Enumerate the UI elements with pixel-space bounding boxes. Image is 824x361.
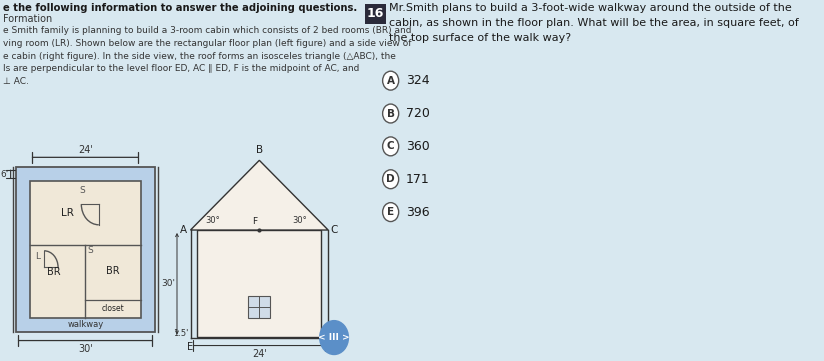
Text: 1.5': 1.5' [330,329,346,338]
Text: walkway: walkway [68,320,104,329]
Bar [30,181,141,318]
Text: 16: 16 [367,8,384,21]
Text: C: C [330,225,338,235]
Bar [365,4,386,24]
Text: 30°: 30° [293,216,307,225]
Polygon shape [190,160,328,230]
Circle shape [382,71,399,90]
Text: B: B [255,145,263,155]
Text: A: A [180,225,187,235]
Text: < III >: < III > [318,333,350,342]
Text: S: S [87,246,93,255]
Text: LR: LR [62,208,74,218]
Text: 24': 24' [252,348,267,358]
Text: 720: 720 [406,107,430,120]
Text: D: D [325,342,332,352]
Text: 30': 30' [78,344,93,353]
Circle shape [382,137,399,156]
Bar [248,296,270,318]
Circle shape [382,104,399,123]
Text: D: D [386,174,395,184]
Text: 1.5': 1.5' [172,329,188,338]
Text: Mr.Smith plans to build a 3-foot-wide walkway around the outside of the
cabin, a: Mr.Smith plans to build a 3-foot-wide wa… [389,3,798,43]
Text: 24': 24' [78,145,93,155]
Text: L: L [35,252,40,261]
Text: 324: 324 [406,74,429,87]
Text: F: F [251,217,257,226]
Text: B: B [386,109,395,118]
Text: E: E [387,207,394,217]
Text: 360: 360 [406,140,429,153]
Text: 171: 171 [406,173,429,186]
Text: 30': 30' [162,279,176,288]
Text: BR: BR [47,267,61,277]
Bar [197,230,321,336]
Text: E: E [187,342,194,352]
Text: S: S [79,186,85,195]
Text: C: C [386,142,395,151]
Circle shape [320,321,349,355]
Circle shape [382,203,399,222]
Text: Formation: Formation [3,14,52,24]
Bar [16,167,155,332]
Text: e Smith family is planning to build a 3-room cabin which consists of 2 bed rooms: e Smith family is planning to build a 3-… [3,26,411,86]
Text: e the following information to answer the adjoining questions.: e the following information to answer th… [3,3,358,13]
Circle shape [382,170,399,189]
Text: BR: BR [106,266,120,276]
Text: 6': 6' [1,170,9,179]
Text: closet: closet [102,304,124,313]
Text: A: A [386,76,395,86]
Text: 396: 396 [406,206,429,219]
Text: 30°: 30° [206,216,221,225]
